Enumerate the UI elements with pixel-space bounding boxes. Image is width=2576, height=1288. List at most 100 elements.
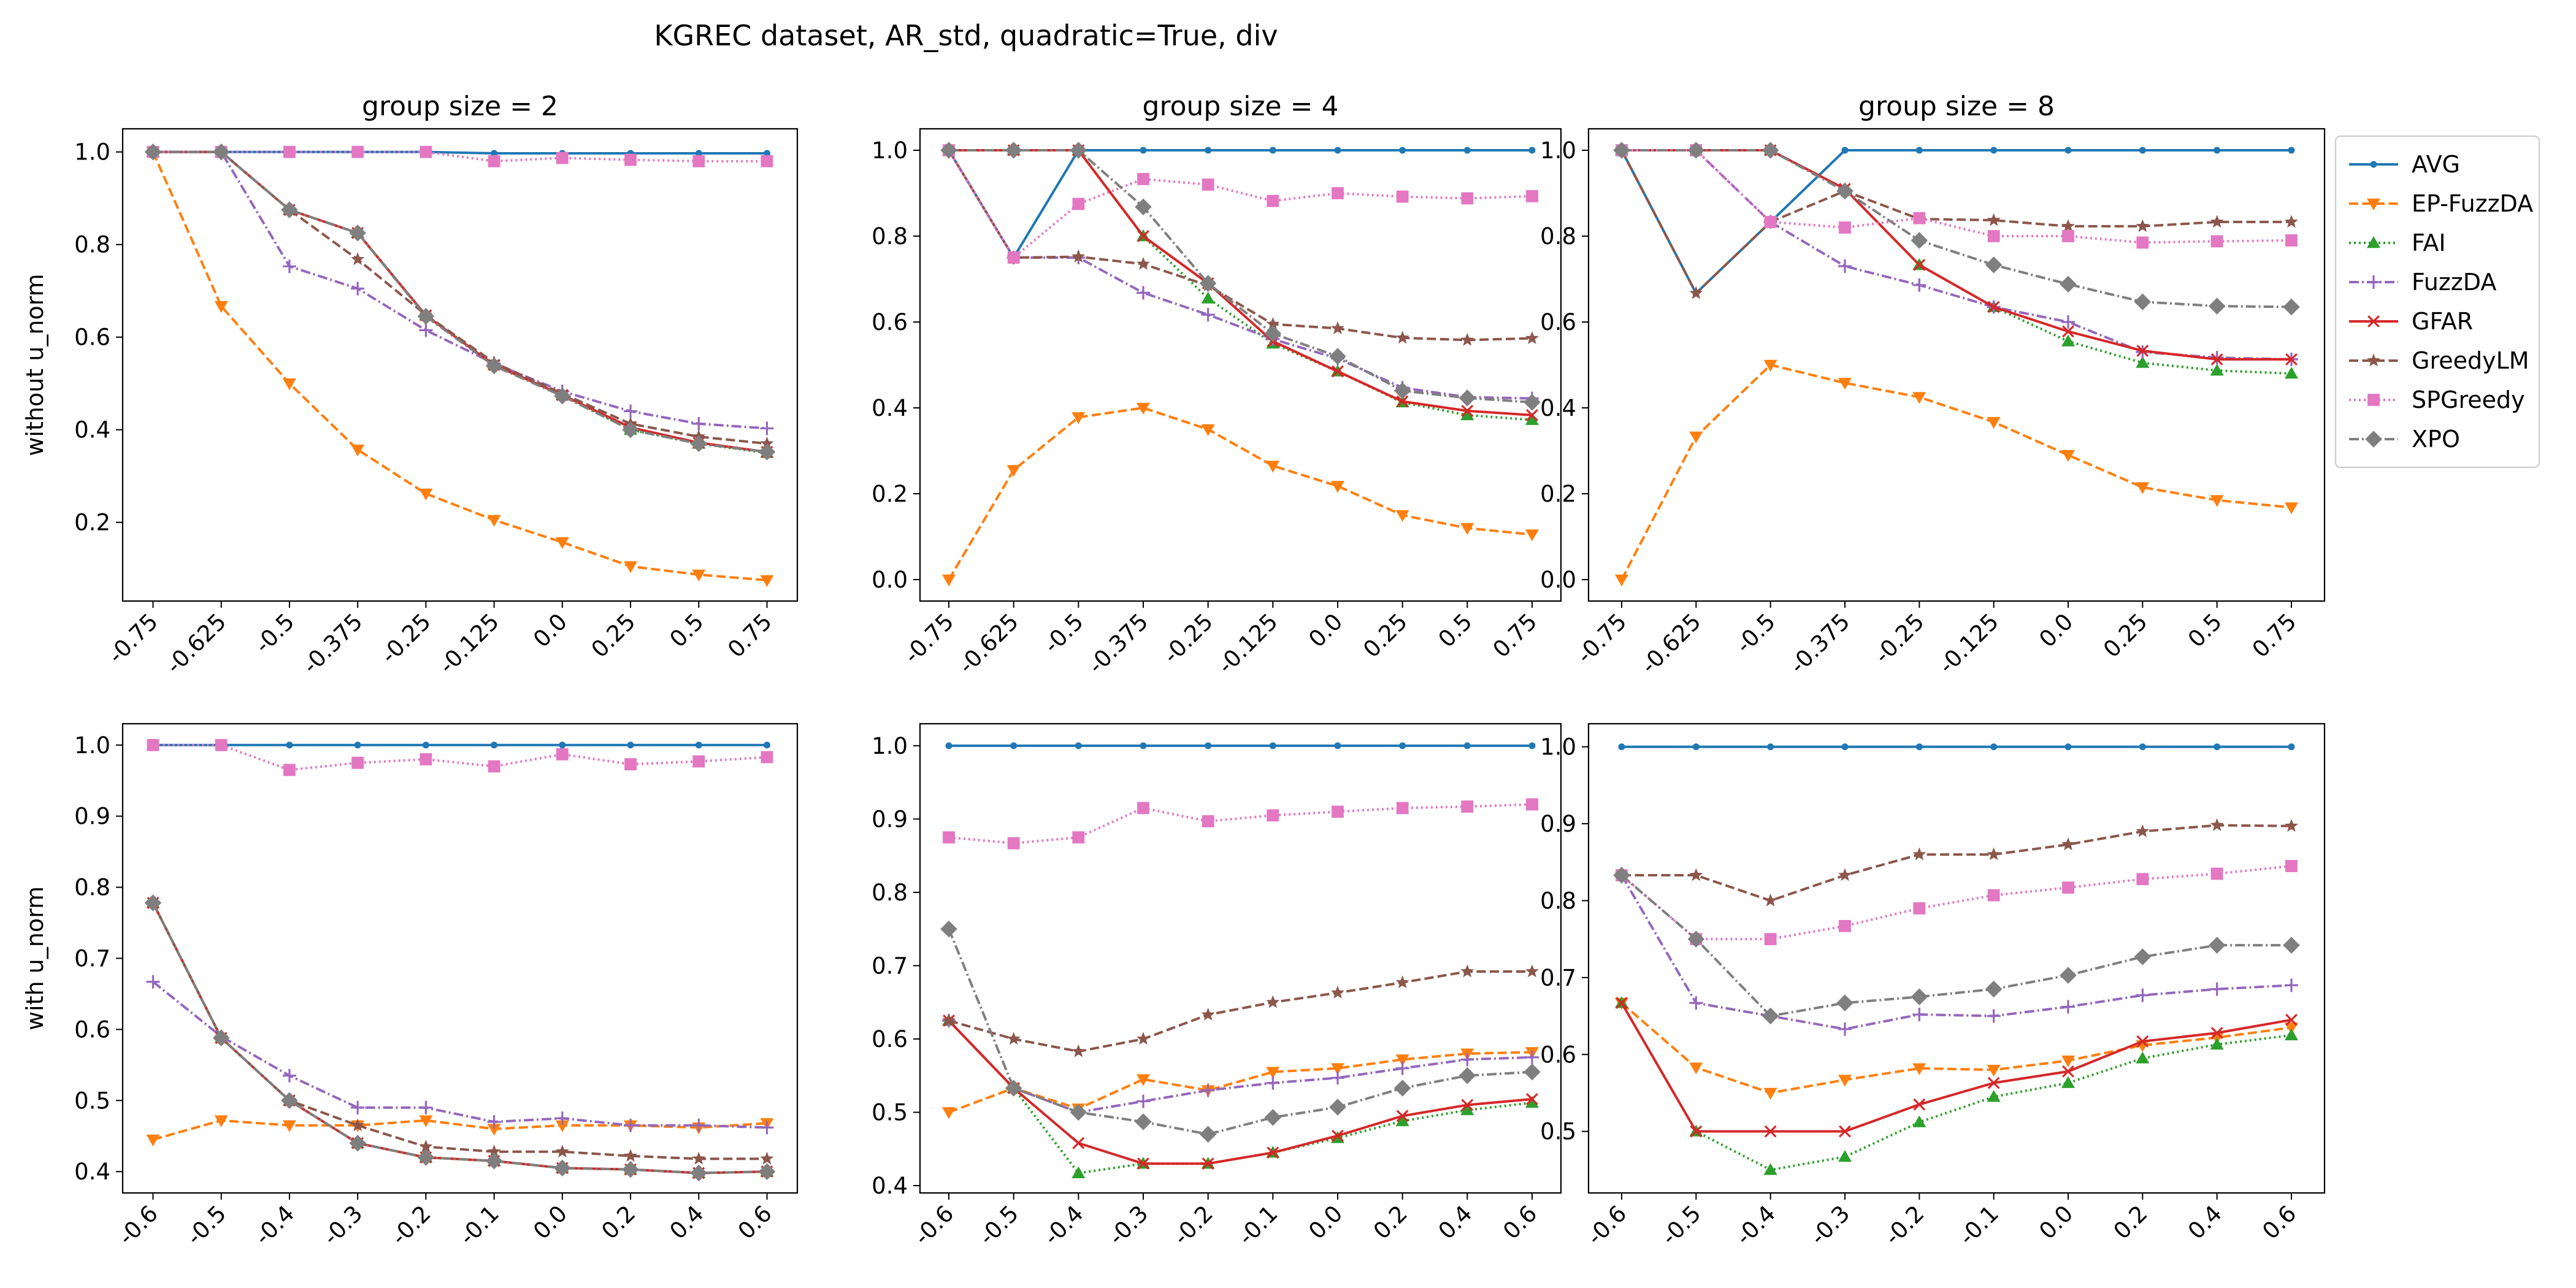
- data-point-xpo: [485, 357, 503, 375]
- subplot-grid: group size = 2 without u_norm 0.2 0.4 0.6 0.8…: [21, 91, 2326, 1250]
- series-line-gfar: [153, 150, 767, 453]
- y-tick-label: 0.2: [1540, 481, 1576, 507]
- legend-label: SPGreedy: [2412, 386, 2525, 413]
- series-line-ep-fuzzda: [1620, 1002, 2292, 1094]
- data-point-greedylm: [2285, 215, 2298, 228]
- series-line-gfar: [948, 1019, 1533, 1165]
- series-greedylm: [942, 143, 1539, 346]
- legend-label: FAI: [2412, 229, 2446, 256]
- data-point-fuzzda: [2136, 988, 2150, 1002]
- series-line-greedylm: [151, 902, 767, 1160]
- data-point-spgreedy: [2285, 234, 2298, 247]
- y-tick-label: 0.2: [74, 510, 110, 536]
- x-tick-label: -0.5: [1731, 608, 1781, 658]
- axes-frame: [1587, 128, 2326, 602]
- y-tick-label: 0.8: [1540, 223, 1576, 250]
- data-point-gfar: [1526, 1093, 1538, 1105]
- series-ep-fuzzda: [146, 147, 774, 588]
- x-tick-label: -0.75: [899, 608, 959, 669]
- series-xpo: [144, 143, 776, 461]
- x-tick-label: -0.625: [953, 608, 1024, 679]
- data-point-avg: [1269, 147, 1276, 154]
- data-point-fuzzda: [1330, 1071, 1344, 1085]
- data-point-fuzzda: [1201, 1083, 1215, 1097]
- data-point-gfar: [1396, 1110, 1409, 1122]
- data-point-spgreedy: [624, 153, 637, 166]
- data-point-xpo: [1761, 1007, 1779, 1025]
- data-point-fuzzda: [419, 323, 433, 337]
- data-point-xpo: [1005, 1079, 1022, 1097]
- data-point-xpo: [1135, 1113, 1152, 1130]
- data-point-gfar: [2136, 344, 2149, 357]
- data-point-xpo: [1761, 142, 1779, 159]
- data-point-greedylm: [1331, 986, 1344, 999]
- data-point-avg: [559, 742, 566, 749]
- data-point-xpo: [1393, 1079, 1411, 1097]
- y-tick-label: 0.7: [872, 953, 908, 979]
- data-point-fai: [1525, 1095, 1539, 1108]
- y-tick-label: 0.6: [872, 1026, 908, 1052]
- data-point-greedylm: [2136, 219, 2150, 232]
- data-point-ep-fuzzda: [555, 1120, 569, 1132]
- y-tick-label: 0.5: [1540, 1119, 1576, 1145]
- data-point-greedylm: [760, 436, 774, 450]
- series-line-avg: [948, 149, 1532, 259]
- data-point-spgreedy: [1913, 212, 1926, 224]
- data-point-spgreedy: [1764, 216, 1777, 228]
- data-point-xpo: [1329, 1098, 1346, 1116]
- series-spgreedy: [147, 738, 773, 776]
- subplot-title: group size = 4: [1143, 91, 1339, 122]
- x-tick-label: -0.5: [250, 608, 299, 658]
- x-tick-label: -0.3: [318, 1200, 367, 1250]
- x-tick-label: 0.2: [596, 1200, 640, 1244]
- data-point-spgreedy: [420, 753, 432, 765]
- data-point-xpo: [1070, 1103, 1087, 1121]
- data-point-fuzzda: [2210, 982, 2224, 996]
- series-gfar: [147, 145, 773, 458]
- x-tick-label: -0.375: [297, 608, 368, 679]
- axes-frame: [1587, 723, 2326, 1194]
- data-point-ep-fuzzda: [624, 561, 638, 573]
- data-point-fuzzda: [1912, 1008, 1926, 1022]
- data-point-xpo: [2060, 967, 2077, 984]
- data-point-ep-fuzzda: [146, 1134, 160, 1147]
- data-point-gfar: [2062, 1065, 2074, 1078]
- data-point-spgreedy: [1007, 837, 1020, 849]
- data-point-fuzzda: [1912, 278, 1926, 292]
- data-point-spgreedy: [283, 764, 296, 776]
- data-point-ep-fuzzda: [1330, 1063, 1344, 1075]
- series-line-fuzzda: [948, 1019, 1533, 1114]
- data-point-greedylm: [2061, 837, 2075, 851]
- data-point-fai: [2061, 334, 2075, 347]
- data-point-greedylm: [1137, 1032, 1150, 1045]
- data-point-fai: [1071, 1166, 1086, 1178]
- subplot-r1-c1: 0.4 0.5 0.6 0.7 0.8 0.9 1.0 -0.6 -0.5 -0.4 -0.3 -0.…: [872, 723, 1562, 1250]
- series-fai: [1615, 144, 2298, 379]
- data-point-fuzzda: [692, 416, 706, 431]
- data-point-ep-fuzzda: [2061, 1056, 2075, 1068]
- data-point-avg: [1205, 147, 1212, 154]
- y-tick-label: 0.6: [1540, 1041, 1576, 1068]
- x-tick-label: -0.375: [1083, 608, 1154, 679]
- x-tick-label: 0.0: [528, 1200, 572, 1244]
- data-point-xpo: [2134, 293, 2152, 310]
- data-point-spgreedy: [147, 738, 159, 751]
- data-point-spgreedy: [1987, 230, 2000, 242]
- subplot-title: group size = 8: [1858, 91, 2055, 122]
- series-line-gfar: [151, 902, 767, 1175]
- x-tick-label: -0.4: [1731, 1200, 1781, 1250]
- data-point-greedylm: [487, 1144, 501, 1158]
- y-tick-label: 0.9: [74, 803, 110, 830]
- data-point-avg: [695, 742, 702, 749]
- x-tick-label: 0.2: [1368, 1200, 1413, 1244]
- data-point-ep-fuzzda: [1689, 1062, 1703, 1075]
- data-point-xpo: [1687, 930, 1705, 948]
- y-tick-label: 0.5: [872, 1100, 908, 1126]
- data-point-avg: [1463, 147, 1471, 154]
- data-point-ep-fuzzda: [1395, 1054, 1409, 1067]
- data-point-spgreedy: [556, 748, 569, 761]
- data-point-avg: [2288, 743, 2295, 751]
- data-point-greedylm: [1395, 975, 1409, 989]
- data-point-avg: [1767, 743, 1774, 751]
- data-point-greedylm: [1525, 964, 1539, 978]
